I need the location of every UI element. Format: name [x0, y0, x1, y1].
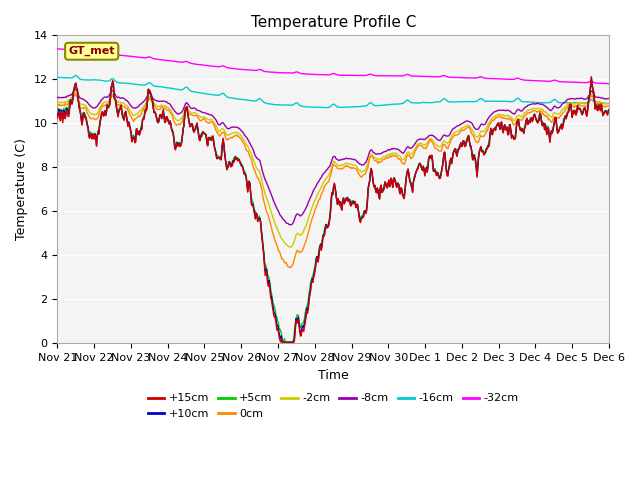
+15cm — [605, 107, 613, 113]
-16cm — [63, 75, 71, 81]
Bar — [58, 36, 609, 79]
Bar — [58, 255, 609, 300]
0cm — [72, 91, 79, 97]
0cm — [54, 101, 61, 107]
+15cm — [176, 144, 184, 150]
Bar — [58, 123, 609, 168]
-8cm — [605, 96, 613, 101]
-16cm — [72, 72, 79, 78]
-2cm — [605, 100, 613, 106]
-16cm — [54, 74, 61, 80]
-8cm — [402, 147, 410, 153]
Line: -16cm: -16cm — [58, 75, 609, 108]
-32cm — [401, 72, 408, 78]
-2cm — [63, 98, 71, 104]
+10cm — [54, 113, 61, 119]
+5cm — [63, 105, 71, 111]
+5cm — [588, 80, 595, 86]
Bar — [58, 300, 609, 343]
+15cm — [278, 339, 286, 345]
Line: -2cm: -2cm — [58, 93, 609, 247]
Title: Temperature Profile C: Temperature Profile C — [250, 15, 416, 30]
0cm — [121, 104, 129, 110]
Bar — [58, 79, 609, 123]
-16cm — [121, 80, 129, 86]
+10cm — [176, 143, 184, 149]
+10cm — [120, 117, 128, 122]
+5cm — [279, 339, 287, 345]
-8cm — [121, 96, 129, 102]
-16cm — [418, 100, 426, 106]
+15cm — [205, 136, 213, 142]
-2cm — [402, 153, 410, 158]
+15cm — [588, 74, 595, 80]
-2cm — [121, 102, 129, 108]
0cm — [63, 102, 71, 108]
Bar — [58, 211, 609, 255]
0cm — [402, 158, 410, 164]
+15cm — [401, 189, 409, 195]
+10cm — [401, 188, 409, 194]
Line: +5cm: +5cm — [58, 83, 609, 342]
-2cm — [206, 117, 214, 123]
-2cm — [54, 99, 61, 105]
+10cm — [205, 136, 213, 142]
-16cm — [402, 98, 410, 104]
-32cm — [120, 53, 128, 59]
+10cm — [605, 107, 613, 112]
-32cm — [205, 63, 213, 69]
+5cm — [605, 107, 613, 112]
-8cm — [206, 112, 214, 118]
+5cm — [417, 164, 425, 169]
-2cm — [177, 116, 185, 122]
Bar — [58, 168, 609, 211]
+5cm — [176, 142, 184, 148]
Y-axis label: Temperature (C): Temperature (C) — [15, 138, 28, 240]
-32cm — [54, 46, 61, 52]
X-axis label: Time: Time — [318, 369, 349, 382]
+10cm — [417, 163, 425, 168]
Line: +15cm: +15cm — [58, 77, 609, 342]
0cm — [287, 265, 294, 271]
0cm — [206, 120, 214, 125]
+15cm — [63, 108, 71, 114]
+15cm — [54, 115, 61, 121]
-32cm — [176, 59, 184, 65]
Line: -32cm: -32cm — [58, 49, 609, 84]
-8cm — [72, 86, 79, 92]
+15cm — [417, 163, 425, 168]
0cm — [605, 103, 613, 109]
-8cm — [177, 110, 185, 116]
-16cm — [323, 105, 330, 110]
-16cm — [605, 101, 613, 107]
-16cm — [206, 91, 214, 97]
-2cm — [71, 90, 79, 96]
-32cm — [63, 47, 71, 53]
+15cm — [120, 118, 128, 123]
-2cm — [418, 141, 426, 146]
-32cm — [417, 73, 424, 79]
+10cm — [278, 339, 286, 345]
-8cm — [54, 95, 61, 100]
Text: GT_met: GT_met — [68, 46, 115, 56]
+5cm — [54, 106, 61, 112]
+10cm — [63, 107, 71, 113]
+5cm — [205, 135, 213, 141]
Line: -8cm: -8cm — [58, 89, 609, 225]
0cm — [177, 120, 185, 126]
-8cm — [287, 222, 295, 228]
-32cm — [605, 81, 613, 86]
+5cm — [401, 187, 409, 192]
+5cm — [120, 111, 128, 117]
-8cm — [418, 136, 426, 142]
-16cm — [177, 87, 185, 93]
-2cm — [287, 244, 294, 250]
Line: 0cm: 0cm — [58, 94, 609, 268]
Legend: +15cm, +10cm, +5cm, 0cm, -2cm, -8cm, -16cm, -32cm: +15cm, +10cm, +5cm, 0cm, -2cm, -8cm, -16… — [143, 389, 524, 423]
0cm — [418, 143, 426, 148]
-8cm — [63, 93, 71, 99]
Line: +10cm: +10cm — [58, 78, 609, 342]
+10cm — [588, 75, 595, 81]
